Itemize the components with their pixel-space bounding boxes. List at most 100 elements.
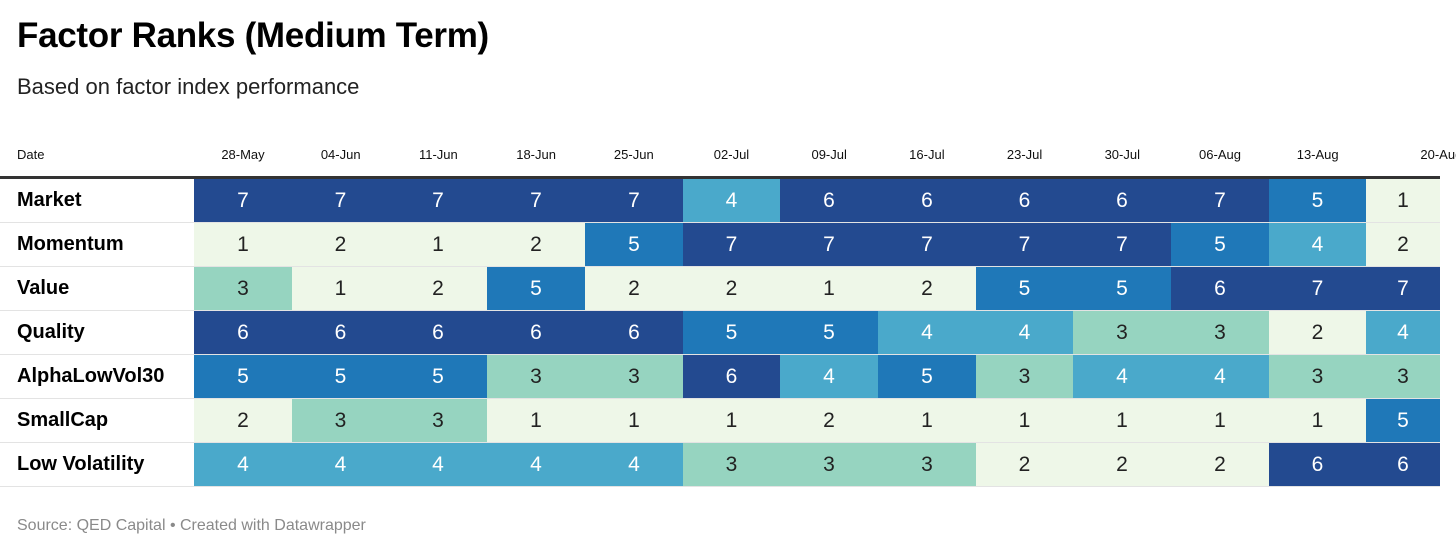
row-label: Value bbox=[17, 277, 70, 299]
heatmap-cell: 4 bbox=[683, 179, 780, 223]
heatmap-cell: 1 bbox=[487, 399, 585, 443]
heatmap-cell: 7 bbox=[683, 223, 780, 267]
heatmap-cell: 4 bbox=[1073, 355, 1171, 399]
heatmap-cell: 7 bbox=[1073, 223, 1171, 267]
heatmap-cell: 1 bbox=[683, 399, 780, 443]
column-header-06-aug: 06-Aug bbox=[1199, 147, 1241, 162]
heatmap-cell: 2 bbox=[487, 223, 585, 267]
heatmap-cell: 3 bbox=[585, 355, 683, 399]
heatmap-cell: 2 bbox=[976, 443, 1073, 487]
heatmap-cell: 3 bbox=[780, 443, 878, 487]
heatmap-cell: 5 bbox=[683, 311, 780, 355]
heatmap-row: AlphaLowVol30 5 5 5 3 3 6 4 5 3 4 4 3 3 bbox=[0, 355, 1456, 399]
heatmap-cell: 5 bbox=[194, 355, 292, 399]
chart-subtitle: Based on factor index performance bbox=[17, 74, 360, 99]
heatmap-cell: 7 bbox=[389, 179, 487, 223]
heatmap-cell: 3 bbox=[1073, 311, 1171, 355]
row-label: SmallCap bbox=[17, 409, 109, 431]
heatmap-cell: 7 bbox=[878, 223, 976, 267]
heatmap-cell: 1 bbox=[1366, 179, 1440, 223]
heatmap-cell: 4 bbox=[1269, 223, 1366, 267]
heatmap-cell: 7 bbox=[194, 179, 292, 223]
heatmap-cell: 4 bbox=[878, 311, 976, 355]
heatmap-cell: 5 bbox=[1269, 179, 1366, 223]
heatmap-cell: 5 bbox=[780, 311, 878, 355]
heatmap-row: Quality 6 6 6 6 6 5 5 4 4 3 3 2 4 bbox=[0, 311, 1456, 355]
heatmap-cell: 2 bbox=[1366, 223, 1440, 267]
heatmap-cell: 6 bbox=[1171, 267, 1269, 311]
heatmap-row: Low Volatility 4 4 4 4 4 3 3 3 2 2 2 6 6 bbox=[0, 443, 1456, 487]
heatmap-cell: 3 bbox=[292, 399, 389, 443]
column-header-18-jun: 18-Jun bbox=[516, 147, 556, 162]
heatmap-cell: 6 bbox=[389, 311, 487, 355]
heatmap-cell: 3 bbox=[1269, 355, 1366, 399]
heatmap-cell: 1 bbox=[194, 223, 292, 267]
heatmap-cell: 2 bbox=[780, 399, 878, 443]
heatmap-cell: 6 bbox=[487, 311, 585, 355]
heatmap-cell: 4 bbox=[585, 443, 683, 487]
heatmap-cell: 5 bbox=[1073, 267, 1171, 311]
header-row: Date 28-May 04-Jun 11-Jun 18-Jun 25-Jun 02-Ju… bbox=[0, 140, 1456, 179]
column-header-23-jul: 23-Jul bbox=[1006, 147, 1043, 162]
heatmap-cell: 1 bbox=[1073, 399, 1171, 443]
heatmap-cell: 4 bbox=[292, 443, 389, 487]
row-divider bbox=[0, 486, 1440, 487]
heatmap-cell: 2 bbox=[1269, 311, 1366, 355]
heatmap-cell: 7 bbox=[1366, 267, 1440, 311]
column-header-28-may: 28-May bbox=[221, 147, 265, 162]
heatmap-cell: 1 bbox=[1269, 399, 1366, 443]
heatmap-cell: 7 bbox=[1269, 267, 1366, 311]
heatmap-cell: 2 bbox=[1073, 443, 1171, 487]
heatmap-row: Value 3 1 2 5 2 2 1 2 5 5 6 7 7 bbox=[0, 267, 1456, 311]
heatmap-cell: 4 bbox=[389, 443, 487, 487]
heatmap-cell: 3 bbox=[878, 443, 976, 487]
heatmap-cell: 5 bbox=[1171, 223, 1269, 267]
heatmap-cell: 7 bbox=[976, 223, 1073, 267]
column-header-09-jul: 09-Jul bbox=[811, 147, 847, 162]
heatmap-cell: 4 bbox=[194, 443, 292, 487]
row-divider bbox=[0, 442, 1440, 443]
heatmap-row: Momentum 1 2 1 2 5 7 7 7 7 7 5 4 2 bbox=[0, 223, 1456, 267]
row-divider bbox=[0, 310, 1440, 311]
heatmap-cell: 6 bbox=[976, 179, 1073, 223]
heatmap-cell: 4 bbox=[1171, 355, 1269, 399]
heatmap-cell: 1 bbox=[292, 267, 389, 311]
column-header-02-jul: 02-Jul bbox=[713, 147, 750, 162]
heatmap-cell: 2 bbox=[389, 267, 487, 311]
row-label: AlphaLowVol30 bbox=[17, 365, 165, 387]
heatmap-cell: 6 bbox=[585, 311, 683, 355]
heatmap-cell: 2 bbox=[292, 223, 389, 267]
heatmap-cell: 1 bbox=[585, 399, 683, 443]
heatmap-cell: 4 bbox=[976, 311, 1073, 355]
row-divider bbox=[0, 398, 1440, 399]
heatmap-cell: 5 bbox=[389, 355, 487, 399]
heatmap-cell: 3 bbox=[487, 355, 585, 399]
heatmap-cell: 1 bbox=[1171, 399, 1269, 443]
heatmap-body: Market 7 7 7 7 7 4 6 6 6 6 7 5 1 Momentum 1 2 1 2 5 7 7 7 7 7 5 4 2… bbox=[0, 176, 1456, 487]
heatmap-table: Date 28-May 04-Jun 11-Jun 18-Jun 25-Jun 02-Ju… bbox=[0, 140, 1456, 487]
heatmap-cell: 2 bbox=[1171, 443, 1269, 487]
heatmap-row: SmallCap 2 3 3 1 1 1 2 1 1 1 1 1 5 bbox=[0, 399, 1456, 443]
heatmap-cell: 1 bbox=[976, 399, 1073, 443]
heatmap-cell: 7 bbox=[487, 179, 585, 223]
heatmap-cell: 2 bbox=[585, 267, 683, 311]
heatmap-cell: 1 bbox=[878, 399, 976, 443]
column-header-04-jun: 04-Jun bbox=[320, 147, 361, 162]
heatmap-cell: 7 bbox=[292, 179, 389, 223]
heatmap-cell: 5 bbox=[487, 267, 585, 311]
heatmap-cell: 5 bbox=[292, 355, 389, 399]
heatmap-cell: 6 bbox=[878, 179, 976, 223]
row-label: Momentum bbox=[17, 233, 124, 255]
heatmap-cell: 6 bbox=[1366, 443, 1440, 487]
column-header-25-jun: 25-Jun bbox=[613, 147, 654, 162]
column-header-13-aug: 13-Aug bbox=[1296, 147, 1339, 162]
header-rule bbox=[0, 176, 1440, 179]
heatmap-cell: 6 bbox=[194, 311, 292, 355]
heatmap-cell: 6 bbox=[1073, 179, 1171, 223]
heatmap-cell: 4 bbox=[780, 355, 878, 399]
heatmap-cell: 3 bbox=[976, 355, 1073, 399]
heatmap-cell: 5 bbox=[976, 267, 1073, 311]
chart-title: Factor Ranks (Medium Term) bbox=[17, 16, 489, 55]
heatmap-cell: 2 bbox=[194, 399, 292, 443]
heatmap-cell: 1 bbox=[389, 223, 487, 267]
